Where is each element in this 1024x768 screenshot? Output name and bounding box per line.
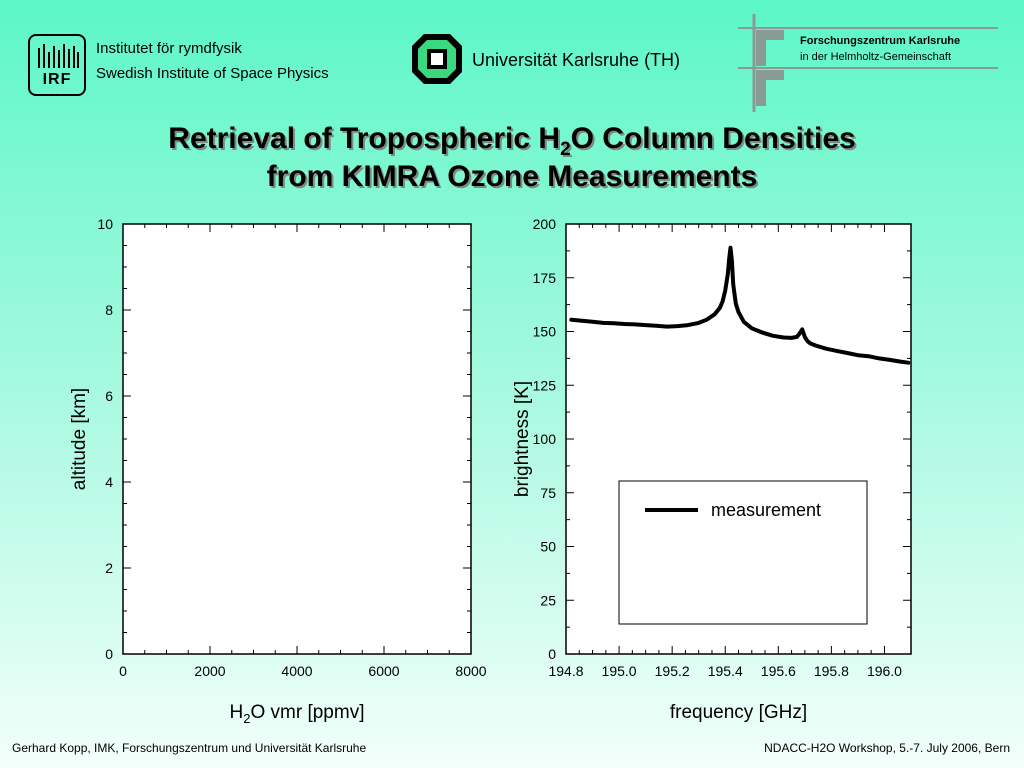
y-tick-label: 125 [533, 377, 557, 393]
x-tick-label: 195.8 [814, 663, 849, 679]
y-tick-label: 150 [533, 324, 557, 340]
y-tick-label: 175 [533, 270, 557, 286]
x-tick-label: 195.6 [761, 663, 796, 679]
irf-logo-graphic [38, 44, 79, 68]
y-tick-label: 25 [540, 592, 556, 608]
y-axis-label: brightness [K] [512, 381, 533, 497]
y-tick-label: 6 [105, 388, 113, 404]
legend: measurement [618, 480, 868, 625]
x-tick-label: 8000 [455, 663, 486, 679]
y-tick-label: 0 [548, 646, 556, 662]
fzk-subtitle: in der Helmholtz-Gemeinschaft [800, 51, 952, 63]
y-tick-label: 2 [105, 560, 113, 576]
university-karlsruhe-logo [412, 34, 462, 84]
x-tick-label: 6000 [368, 663, 399, 679]
brightness-chart: 194.8 195.0 195.2 195.4 195.6 195.8 196.0 0 25 50… [512, 216, 912, 723]
x-axis-label: H2O vmr [ppmv] [230, 702, 365, 726]
irf-name-english: Swedish Institute of Space Physics [96, 65, 329, 82]
series-line-measurement [569, 245, 911, 365]
legend-box [618, 480, 868, 625]
x-tick-label: 0 [119, 663, 127, 679]
slide-title-line1: Retrieval of Tropospheric H2O Column Den… [168, 122, 856, 160]
x-axis-label: frequency [GHz] [670, 702, 807, 723]
y-axis-label: altitude [km] [69, 388, 90, 490]
x-tick-label: 2000 [194, 663, 225, 679]
plot-frame [122, 223, 472, 655]
x-tick-label: 196.0 [867, 663, 902, 679]
legend-label-measurement: measurement [711, 500, 821, 520]
university-karlsruhe-name: Universität Karlsruhe (TH) [472, 50, 681, 70]
x-tick-label: 194.8 [548, 663, 583, 679]
y-tick-label: 200 [533, 216, 557, 232]
x-tick-label: 195.0 [602, 663, 637, 679]
y-tick-label: 75 [540, 485, 556, 501]
y-tick-label: 0 [105, 646, 113, 662]
y-tick-label: 50 [540, 539, 556, 555]
x-tick-label: 195.4 [708, 663, 743, 679]
irf-logo: IRF [28, 34, 86, 96]
y-tick-label: 8 [105, 302, 113, 318]
x-tick-label: 4000 [281, 663, 312, 679]
y-tick-label: 100 [533, 431, 557, 447]
x-tick-label: 195.2 [655, 663, 690, 679]
y-tick-label: 10 [97, 216, 113, 232]
irf-logo-text: IRF [42, 71, 72, 88]
irf-name-swedish: Institutet för rymdfysik [96, 40, 242, 57]
altitude-chart: 0 2000 4000 6000 8000 0 2 4 6 8 10 altitude [km] H2O… [69, 216, 487, 726]
fzk-name: Forschungszentrum Karlsruhe [800, 35, 961, 47]
slide-title-line2: from KIMRA Ozone Measurements [266, 160, 758, 193]
footer-author: Gerhard Kopp, IMK, Forschungszentrum und… [12, 741, 367, 755]
y-tick-label: 4 [105, 474, 113, 490]
footer-event: NDACC-H2O Workshop, 5.-7. July 2006, Ber… [764, 741, 1010, 755]
fzk-logo [738, 14, 998, 112]
